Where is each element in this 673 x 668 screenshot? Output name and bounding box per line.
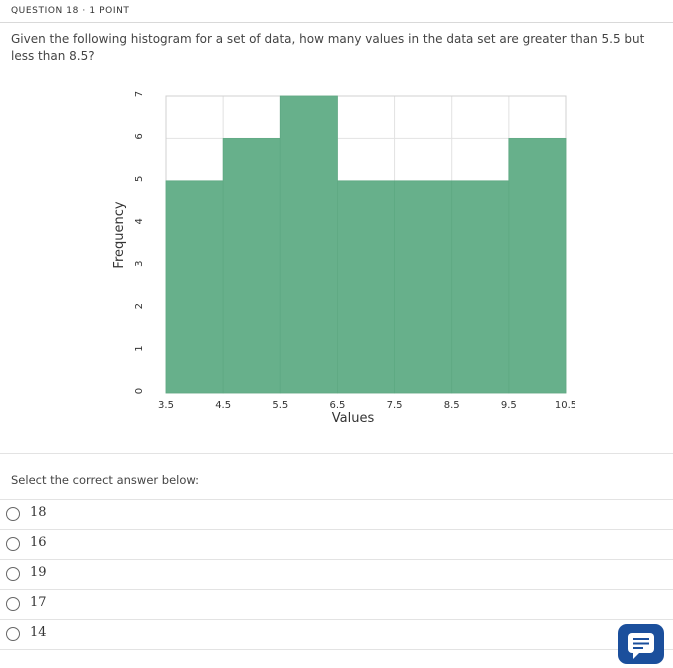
radio-button[interactable] [6, 507, 20, 521]
radio-button[interactable] [6, 537, 20, 551]
y-tick-label: 5 [134, 176, 145, 182]
x-tick-label: 4.5 [215, 400, 231, 411]
answer-option-2[interactable]: 16 [0, 530, 673, 559]
answer-option-label: 19 [30, 565, 47, 580]
chat-button[interactable] [618, 624, 664, 664]
histogram-bars [165, 95, 567, 394]
option-divider [0, 559, 673, 560]
answer-option-label: 14 [30, 625, 47, 640]
y-axis-ticks: 0 1 2 3 4 5 6 7 [134, 91, 145, 394]
option-divider [0, 619, 673, 620]
option-divider [0, 529, 673, 530]
answer-divider [0, 499, 673, 500]
y-axis-label: Frequency [112, 201, 127, 268]
chat-icon [628, 633, 654, 659]
y-tick-label: 3 [134, 261, 145, 267]
x-tick-label: 5.5 [272, 400, 288, 411]
histogram-chart: 0 1 2 3 4 5 6 7 3.5 4.5 5.5 6.5 7.5 8.5 9.5 10.5 Value… [112, 91, 575, 426]
answer-prompt: Select the correct answer below: [11, 473, 200, 487]
histogram-bar [337, 180, 395, 394]
x-tick-label: 9.5 [501, 400, 517, 411]
question-text: Given the following histogram for a set … [11, 32, 645, 63]
y-tick-label: 2 [134, 303, 145, 309]
histogram-bar [279, 95, 338, 394]
option-divider [0, 589, 673, 590]
question-number: QUESTION 18 · 1 POINT [11, 6, 130, 16]
y-tick-label: 0 [134, 388, 145, 394]
question-header: QUESTION 18 · 1 POINT [0, 0, 673, 23]
answer-option-label: 17 [30, 595, 47, 610]
answer-option-1[interactable]: 18 [0, 500, 673, 529]
histogram-bar [222, 138, 281, 394]
option-divider [0, 649, 673, 650]
x-tick-label: 3.5 [158, 400, 174, 411]
answer-option-3[interactable]: 19 [0, 560, 673, 589]
answer-option-4[interactable]: 17 [0, 590, 673, 619]
answer-option-label: 18 [30, 505, 47, 520]
x-tick-label: 10.5 [555, 400, 575, 411]
answer-option-5[interactable]: 14 [0, 620, 673, 649]
radio-button[interactable] [6, 627, 20, 641]
y-tick-label: 1 [134, 345, 145, 351]
x-tick-label: 7.5 [387, 400, 403, 411]
answer-option-label: 16 [30, 535, 47, 550]
section-divider [0, 453, 673, 454]
radio-button[interactable] [6, 567, 20, 581]
histogram-bar [165, 180, 224, 394]
x-tick-label: 6.5 [329, 400, 345, 411]
x-axis-ticks: 3.5 4.5 5.5 6.5 7.5 8.5 9.5 10.5 [158, 400, 575, 411]
y-tick-label: 4 [134, 218, 145, 224]
histogram-bar [451, 180, 510, 394]
histogram-bar [394, 180, 453, 394]
y-tick-label: 6 [134, 133, 145, 139]
x-axis-label: Values [332, 411, 375, 426]
x-tick-label: 8.5 [444, 400, 460, 411]
histogram-bar [508, 138, 567, 394]
radio-button[interactable] [6, 597, 20, 611]
y-tick-label: 7 [134, 91, 145, 97]
